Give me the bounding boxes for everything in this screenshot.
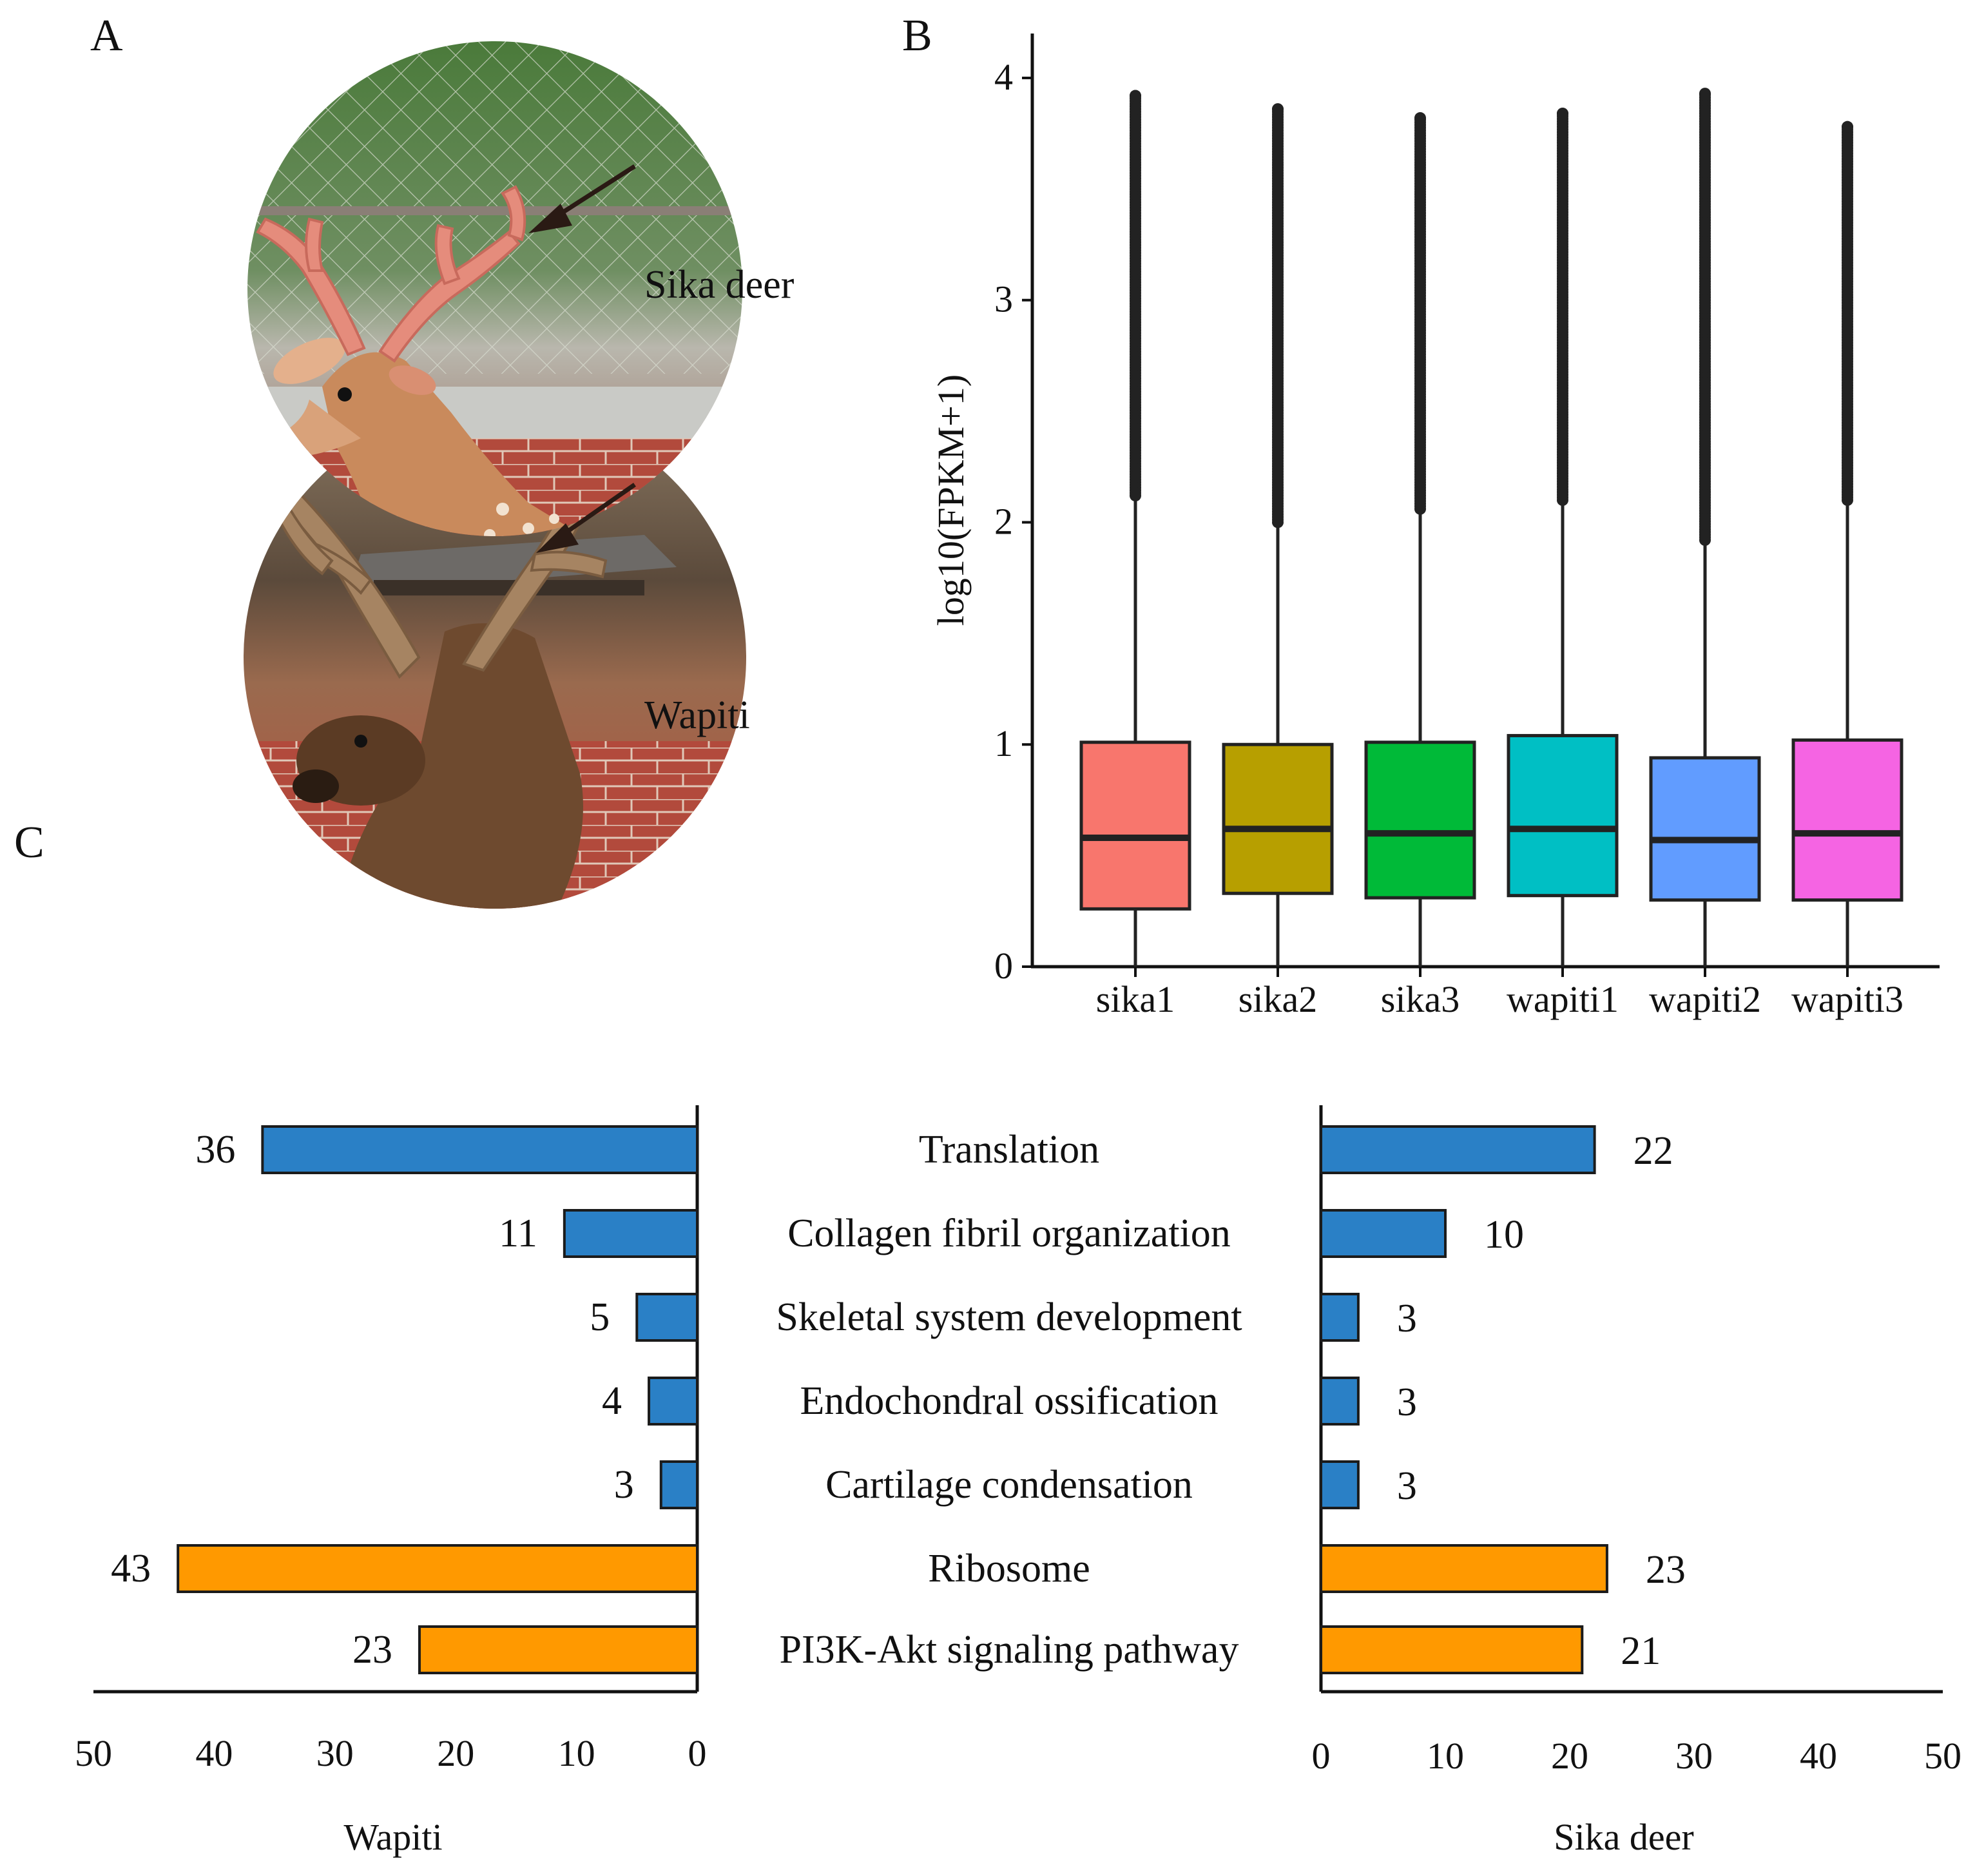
x-tick-label-wapiti3: wapiti3 (1791, 978, 1903, 1020)
box-sika2-iqr (1222, 742, 1334, 895)
photo-label-wapiti: Wapiti (644, 693, 750, 737)
outlier-point (1699, 88, 1711, 100)
bar-label-wapiti: 23 (352, 1628, 392, 1672)
left-x-tick-label: 10 (558, 1732, 595, 1774)
box-sika2 (1222, 103, 1334, 967)
x-tick-label-sika2: sika2 (1238, 978, 1317, 1020)
category-label: Translation (919, 1128, 1099, 1172)
mirrored-bar-chart: 36 22 Translation 11 10 Collagen fibril organ… (75, 1105, 1961, 1858)
bar-sika-deer (1320, 1293, 1360, 1342)
bar-label-wapiti: 11 (499, 1212, 537, 1255)
x-tick-label-wapiti2: wapiti2 (1649, 978, 1761, 1020)
right-x-tick-label: 20 (1551, 1735, 1588, 1777)
x-axis-title-wapiti: Wapiti (343, 1816, 442, 1858)
photo-label-sika-deer: Sika deer (644, 263, 795, 307)
outlier-point (1557, 108, 1568, 120)
x-tick-label-sika1: sika1 (1096, 978, 1175, 1020)
bar-wapiti (648, 1377, 699, 1426)
y-tick-label: 4 (994, 56, 1013, 98)
right-x-tick-label: 10 (1427, 1735, 1464, 1777)
category-label: Skeletal system development (776, 1295, 1242, 1339)
bar-label-sika-deer: 21 (1621, 1629, 1661, 1673)
bar-sika-deer (1320, 1544, 1608, 1593)
boxplot-chart: 0 1 2 3 4 log10(FPKM+1) sika1 sika2 sika3 wapiti1… (930, 34, 1940, 1020)
box-wapiti1 (1507, 108, 1619, 967)
y-tick-label: 0 (994, 945, 1013, 987)
box-sika1 (1079, 90, 1191, 967)
box-sika3-iqr (1364, 740, 1476, 900)
bar-wapiti (418, 1625, 699, 1674)
bar-label-sika-deer: 3 (1397, 1297, 1417, 1340)
sika-deer-photo (247, 41, 742, 536)
bar-label-sika-deer: 3 (1397, 1464, 1417, 1508)
right-x-tick-label: 50 (1924, 1735, 1961, 1777)
bar-sika-deer (1320, 1377, 1360, 1426)
right-x-tick-label: 40 (1800, 1735, 1837, 1777)
bar-sika-deer (1320, 1625, 1584, 1674)
bar-wapiti (261, 1125, 699, 1174)
bar-label-sika-deer: 23 (1646, 1548, 1686, 1592)
bar-label-wapiti: 36 (195, 1128, 235, 1172)
x-tick-label-sika3: sika3 (1381, 978, 1460, 1020)
bar-sika-deer (1320, 1460, 1360, 1509)
right-x-tick-label: 0 (1312, 1735, 1331, 1777)
bar-label-wapiti: 5 (590, 1295, 610, 1339)
left-x-tick-label: 40 (195, 1732, 233, 1774)
panel-label-b: B (902, 11, 932, 61)
box-wapiti1-iqr (1507, 733, 1619, 898)
x-tick-label-wapiti1: wapiti1 (1507, 978, 1619, 1020)
outlier-point (1842, 121, 1853, 133)
bar-label-wapiti: 3 (614, 1463, 634, 1507)
x-axis-title-sika-deer: Sika deer (1554, 1816, 1693, 1858)
box-sika3 (1364, 112, 1476, 967)
bar-sika-deer (1320, 1209, 1447, 1258)
category-label: Ribosome (928, 1547, 1090, 1591)
bar-label-wapiti: 43 (111, 1547, 151, 1591)
arrow-sika-antler-icon (528, 164, 636, 233)
bar-label-sika-deer: 22 (1634, 1129, 1673, 1173)
left-x-tick-label: 50 (75, 1732, 112, 1774)
bar-wapiti (659, 1460, 699, 1509)
box-sika1-iqr (1079, 740, 1191, 911)
right-x-tick-label: 30 (1675, 1735, 1713, 1777)
category-label: PI3K-Akt signaling pathway (780, 1628, 1239, 1672)
bar-sika-deer (1320, 1125, 1596, 1174)
bar-wapiti (177, 1544, 699, 1593)
bar-label-sika-deer: 10 (1484, 1213, 1524, 1257)
panel-label-c: C (14, 818, 44, 867)
outlier-point (1414, 112, 1426, 124)
bar-wapiti (635, 1293, 699, 1342)
y-tick-label: 2 (994, 500, 1013, 542)
bar-label-sika-deer: 3 (1397, 1380, 1417, 1424)
bar-wapiti (563, 1209, 699, 1258)
outlier-point (1272, 103, 1284, 115)
panel-label-a: A (90, 11, 123, 61)
left-x-tick-label: 20 (437, 1732, 474, 1774)
box-wapiti2-iqr (1649, 756, 1761, 902)
arrow-wapiti-antler-icon (536, 483, 636, 553)
box-wapiti2 (1649, 88, 1761, 967)
category-label: Endochondral ossification (800, 1379, 1218, 1423)
box-wapiti3-iqr (1791, 738, 1903, 902)
left-x-tick-label: 0 (688, 1732, 707, 1774)
category-label: Cartilage condensation (825, 1463, 1193, 1507)
category-label: Collagen fibril organization (787, 1212, 1231, 1255)
bar-label-wapiti: 4 (602, 1379, 622, 1423)
y-tick-label: 3 (994, 278, 1013, 320)
outlier-point (1130, 90, 1141, 102)
y-axis-title: log10(FPKM+1) (930, 374, 972, 626)
box-wapiti3 (1791, 121, 1903, 967)
y-tick-label: 1 (994, 722, 1013, 764)
left-x-tick-label: 30 (316, 1732, 354, 1774)
